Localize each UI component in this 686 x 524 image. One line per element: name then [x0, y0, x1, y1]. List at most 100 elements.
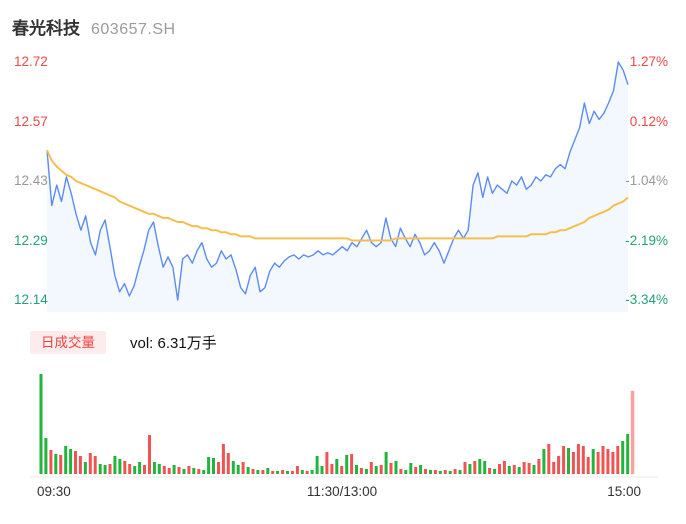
pct-axis-label: -3.34%	[625, 292, 668, 307]
volume-bar	[350, 454, 354, 474]
volume-bar	[305, 471, 309, 474]
volume-bar	[601, 446, 605, 474]
volume-bar	[251, 469, 255, 474]
price-axis-label: 12.14	[14, 292, 48, 307]
volume-bar	[527, 463, 531, 474]
volume-bar	[335, 459, 339, 474]
volume-bar	[571, 452, 575, 474]
pct-axis-label: 1.27%	[629, 54, 668, 69]
time-axis: 09:30 11:30/13:00 15:00	[0, 483, 686, 501]
volume-bar	[148, 435, 151, 474]
volume-bar	[197, 469, 201, 474]
volume-bar	[369, 462, 373, 474]
volume-bar	[557, 456, 561, 474]
stock-code: 603657.SH	[91, 21, 176, 38]
volume-bar	[419, 465, 423, 474]
volume-bar	[404, 470, 408, 474]
time-label-open: 09:30	[37, 484, 71, 499]
volume-bar	[128, 464, 132, 474]
volume-bar	[281, 470, 285, 474]
volume-bar	[177, 467, 181, 474]
volume-bar	[93, 456, 97, 474]
volume-bar	[359, 468, 363, 474]
volume-bar	[522, 462, 526, 474]
volume-bar	[138, 462, 142, 474]
volume-bar	[39, 374, 43, 474]
volume-bar	[537, 459, 541, 474]
volume-bar	[517, 467, 521, 474]
volume-bar	[463, 462, 467, 474]
volume-bar	[379, 465, 383, 474]
volume-bar	[113, 456, 117, 474]
volume-bar	[187, 466, 191, 474]
header: 春光科技 603657.SH	[12, 14, 176, 39]
volume-bar	[399, 469, 403, 474]
volume-bar	[286, 471, 289, 474]
volume-bar	[394, 461, 398, 474]
volume-bar	[483, 461, 487, 474]
price-axis-label: 12.57	[14, 113, 48, 129]
volume-bar	[59, 455, 63, 474]
volume-close-bar	[630, 391, 635, 474]
pct-axis-label: -2.19%	[625, 232, 668, 248]
volume-bar	[98, 464, 102, 474]
volume-bar	[374, 466, 378, 474]
volume-bar	[345, 455, 349, 474]
volume-bar	[330, 464, 334, 474]
volume-bar	[552, 462, 556, 474]
volume-label: vol: 6.31万手	[130, 335, 217, 352]
volume-bar	[532, 465, 536, 474]
volume-header: 日成交量 vol: 6.31万手	[30, 331, 217, 354]
volume-bar	[478, 459, 482, 474]
volume-bar	[542, 449, 546, 474]
volume-bar	[300, 470, 304, 474]
volume-bar	[192, 468, 196, 474]
price-axis-label: 12.29	[14, 232, 48, 248]
volume-bar	[409, 463, 413, 474]
price-axis-label: 12.72	[14, 54, 48, 69]
volume-bar	[562, 446, 566, 474]
price-line	[46, 61, 629, 301]
volume-bar	[473, 461, 477, 474]
volume-bar	[276, 471, 280, 474]
volume-bar	[152, 462, 156, 474]
volume-bar	[290, 471, 294, 474]
volume-bar	[493, 469, 497, 474]
volume-bar	[217, 462, 220, 474]
volume-bar	[182, 469, 186, 474]
volume-bar	[596, 452, 600, 474]
price-axis-label: 12.43	[14, 173, 48, 188]
volume-bar	[271, 471, 275, 474]
volume-bar	[581, 446, 585, 474]
volume-bar	[355, 465, 358, 474]
volume-bar	[69, 449, 73, 474]
volume-bar	[133, 466, 137, 474]
volume-bar	[458, 470, 462, 474]
volume-bar	[221, 444, 225, 474]
volume-bar	[502, 461, 506, 474]
volume-bar	[453, 469, 457, 474]
volume-bar	[325, 452, 329, 474]
volume-bar	[340, 466, 344, 474]
volume-bar	[172, 465, 176, 474]
volume-bar	[207, 457, 211, 474]
volume-bar	[414, 467, 418, 474]
price-canvas[interactable]	[0, 48, 686, 324]
volume-bar	[266, 468, 270, 474]
volume-badge[interactable]: 日成交量	[30, 331, 106, 354]
pct-axis-label: 0.12%	[629, 113, 668, 129]
pct-axis-label: -1.04%	[625, 173, 668, 188]
time-label-mid: 11:30/13:00	[306, 484, 378, 499]
avg-line	[46, 149, 629, 242]
volume-bar	[438, 471, 442, 474]
volume-bar	[108, 464, 112, 474]
volume-canvas[interactable]	[0, 366, 686, 480]
volume-bar	[488, 468, 492, 474]
volume-bar	[241, 462, 245, 474]
volume-bar	[202, 470, 206, 474]
volume-bar	[320, 466, 324, 474]
volume-bar	[429, 470, 432, 474]
volume-bar	[167, 468, 171, 474]
price-chart: 12.72 12.57 12.43 12.29 12.14 1.27% 0.12% -1.0…	[0, 48, 686, 324]
